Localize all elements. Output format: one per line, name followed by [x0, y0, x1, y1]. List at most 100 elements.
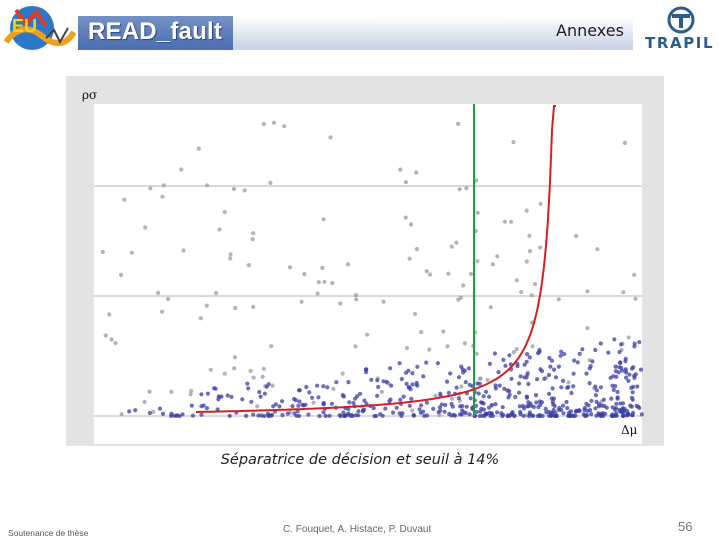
data-point: [571, 371, 576, 376]
data-point: [427, 347, 432, 352]
data-point: [435, 361, 440, 366]
data-point: [542, 376, 547, 381]
plot-area: [94, 104, 642, 444]
data-point: [240, 397, 245, 402]
data-point: [113, 340, 118, 346]
data-point: [561, 403, 566, 408]
data-point: [502, 386, 507, 391]
data-point: [467, 412, 472, 417]
decision-boundary-curve: [196, 105, 556, 413]
data-point: [160, 194, 165, 199]
data-point: [410, 382, 415, 387]
data-point: [397, 361, 402, 366]
data-point: [208, 367, 213, 372]
data-point: [475, 259, 480, 264]
data-point: [548, 364, 553, 369]
data-point: [637, 340, 642, 345]
data-point: [260, 374, 265, 379]
data-point: [315, 291, 320, 296]
data-point: [629, 395, 635, 400]
data-point: [449, 244, 454, 249]
data-point: [204, 183, 210, 188]
data-point: [442, 409, 447, 414]
data-point: [342, 413, 347, 419]
data-point: [593, 347, 598, 353]
data-point: [404, 346, 410, 351]
data-point: [271, 120, 277, 125]
data-point: [608, 375, 613, 380]
data-point: [409, 396, 414, 401]
data-point: [610, 413, 615, 419]
data-point: [517, 404, 522, 409]
data-point: [474, 351, 479, 356]
data-point: [346, 380, 351, 385]
data-point: [317, 413, 322, 419]
data-point: [543, 406, 548, 411]
data-point: [157, 406, 163, 411]
data-point: [617, 349, 622, 355]
data-point: [424, 360, 429, 365]
data-point: [511, 140, 516, 145]
data-point: [315, 383, 320, 388]
data-point: [257, 389, 262, 395]
data-point: [559, 349, 564, 354]
data-point: [445, 344, 450, 349]
data-point: [122, 197, 127, 202]
data-point: [232, 366, 237, 371]
data-point: [321, 217, 326, 222]
data-point: [166, 296, 171, 302]
data-point: [175, 413, 180, 418]
data-point: [589, 412, 594, 417]
data-point: [531, 404, 536, 410]
data-point: [549, 413, 554, 418]
data-point: [464, 186, 469, 191]
data-point: [255, 404, 260, 409]
data-point: [168, 413, 174, 418]
slide-title: READ_fault: [88, 18, 223, 45]
data-point: [481, 407, 487, 412]
data-point: [619, 342, 624, 347]
data-point: [635, 384, 640, 389]
data-point: [633, 296, 638, 301]
data-point: [148, 186, 153, 191]
data-point: [383, 406, 388, 411]
data-point: [408, 387, 413, 392]
data-point: [327, 413, 332, 418]
data-point: [589, 398, 594, 403]
data-point: [517, 390, 522, 395]
footer-thesis-label: Soutenance de thèse: [8, 528, 89, 538]
data-point: [558, 353, 563, 358]
data-point: [497, 383, 502, 388]
data-point: [538, 245, 543, 250]
data-point: [582, 405, 588, 410]
data-point: [232, 355, 237, 360]
data-point: [478, 400, 484, 405]
data-point: [414, 170, 419, 175]
data-point: [460, 404, 465, 409]
data-point: [588, 408, 593, 413]
data-point: [329, 401, 335, 406]
data-point: [638, 367, 644, 372]
data-point: [338, 301, 343, 306]
data-point: [469, 271, 474, 276]
data-point: [566, 410, 572, 415]
section-label: Annexes: [556, 21, 624, 40]
data-point: [628, 403, 633, 408]
data-point: [598, 341, 603, 346]
data-point: [525, 372, 530, 377]
data-point: [321, 410, 326, 415]
data-point: [456, 121, 461, 126]
data-point: [527, 249, 533, 254]
data-point: [590, 359, 595, 364]
data-point: [606, 350, 611, 355]
data-point: [584, 401, 589, 406]
data-point: [517, 381, 522, 386]
data-point: [222, 210, 227, 215]
data-point: [107, 312, 112, 317]
data-point: [515, 361, 520, 366]
data-point: [337, 413, 342, 418]
data-point: [325, 385, 330, 390]
data-point: [188, 392, 193, 397]
data-point: [618, 360, 623, 365]
data-point: [410, 408, 415, 413]
